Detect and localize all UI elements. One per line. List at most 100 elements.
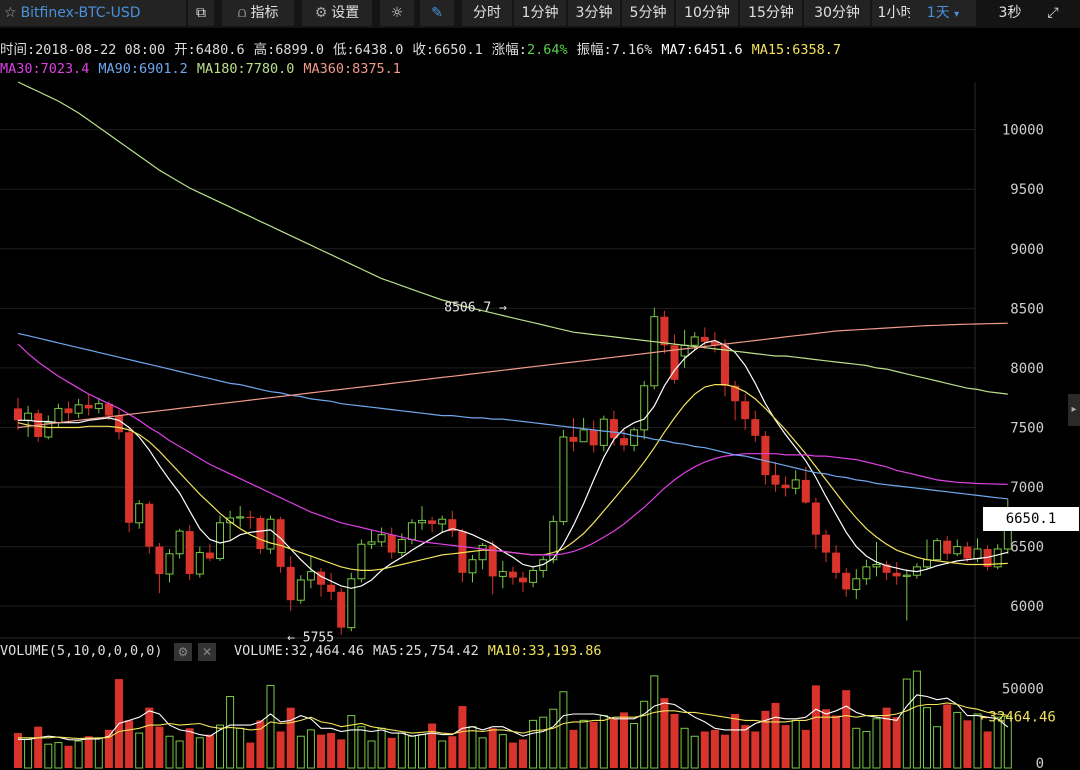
timeframe-1[interactable]: 1分钟: [514, 0, 566, 26]
candle-body-84: [862, 566, 871, 580]
volume-settings-button[interactable]: ⚙: [174, 643, 192, 661]
ma-line-ma360: [17, 322, 1008, 429]
volume-bar-87: [892, 717, 901, 768]
volume-bar-44: [458, 706, 467, 768]
volume-bar-1: [24, 738, 33, 769]
candle-body-40: [418, 519, 426, 524]
candle-body-49: [508, 571, 517, 578]
candle-body-25: [266, 518, 275, 550]
candle-body-13: [145, 503, 154, 547]
chevron-right-icon: ▸: [1071, 404, 1077, 415]
candle-body-19: [205, 552, 214, 559]
popout-button[interactable]: ⧉: [188, 0, 214, 26]
sun-icon: ☼: [390, 5, 404, 21]
info-time: 时间:2018-08-22 08:00: [0, 42, 166, 58]
volume-close-button[interactable]: ✕: [198, 643, 216, 661]
candle-body-21: [226, 517, 235, 524]
candle-body-75: [771, 475, 780, 485]
candle-body-80: [822, 534, 830, 553]
side-panel-toggle[interactable]: ▸: [1068, 394, 1080, 426]
toolbar: ☆ Bitfinex-BTC-USD ⧉ ⩍ 指标 ⚙ 设置 ☼ ✎ 分时 1分钟 3分钟…: [0, 0, 1080, 28]
volume-bar-72: [741, 725, 750, 768]
y-tick-1: 9500: [1010, 182, 1044, 198]
candle-body-22: [236, 516, 245, 519]
volume-bar-78: [801, 729, 810, 768]
settings-button[interactable]: ⚙ 设置: [302, 0, 372, 26]
candle-body-90: [923, 559, 931, 568]
candle-body-77: [791, 479, 800, 489]
timeframe-selected[interactable]: 1天 ▾: [910, 0, 976, 26]
volume-bar-64: [660, 698, 669, 768]
y-tick-3: 8500: [1010, 301, 1044, 317]
volume-bar-2: [34, 726, 43, 768]
candle-body-85: [872, 563, 881, 568]
candle-body-37: [387, 534, 396, 553]
volume-bar-84: [862, 730, 871, 769]
volume-bar-94: [963, 720, 972, 768]
volume-bar-71: [731, 714, 740, 768]
theme-toggle[interactable]: ☼: [380, 0, 414, 26]
candle-body-3: [44, 422, 53, 438]
candle-body-88: [902, 574, 911, 577]
timeframe-5[interactable]: 15分钟: [740, 0, 802, 26]
candle-body-28: [296, 579, 305, 601]
indicators-button[interactable]: ⩍ 指标: [222, 0, 294, 26]
volume-bar-92: [943, 704, 952, 768]
volume-bar-98: [1003, 715, 1012, 769]
volume-bar-25: [266, 684, 275, 769]
volume-bar-74: [761, 710, 770, 768]
volume-bar-50: [519, 739, 527, 768]
volume-bar-65: [670, 714, 679, 768]
volume-bar-86: [882, 707, 891, 768]
volume-tick-1: 0: [1036, 756, 1044, 770]
volume-bar-61: [630, 723, 639, 769]
candle-body-30: [317, 571, 325, 585]
volume-bar-24: [256, 720, 265, 768]
candle-body-92: [943, 540, 952, 554]
candle-body-59: [609, 419, 618, 439]
volume-bar-30: [317, 734, 325, 768]
volume-current: VOLUME:32,464.46: [234, 643, 365, 659]
volume-bar-41: [428, 723, 437, 768]
candle-body-64: [660, 316, 669, 346]
candle-body-61: [630, 429, 639, 446]
y-tick-4: 8000: [1010, 361, 1044, 377]
chart-icon: ⩍: [237, 5, 247, 21]
candle-body-67: [690, 336, 699, 346]
volume-bar-83: [852, 727, 861, 769]
star-icon[interactable]: ☆: [4, 5, 17, 21]
volume-bar-22: [236, 727, 245, 769]
timeframe-4[interactable]: 10分钟: [676, 0, 738, 26]
volume-bar-6: [74, 740, 83, 769]
volume-ma5: MA5:25,754.42: [373, 643, 479, 659]
volume-bar-97: [993, 716, 1002, 769]
candle-body-79: [811, 502, 820, 535]
timeframe-0[interactable]: 分时: [462, 0, 512, 26]
candle-body-12: [135, 503, 144, 524]
candle-body-11: [125, 432, 134, 523]
volume-bar-91: [933, 726, 942, 769]
timeframe-2[interactable]: 3分钟: [568, 0, 620, 26]
info-ma360: MA360:8375.1: [303, 61, 401, 77]
volume-bar-38: [397, 732, 406, 769]
fullscreen-button[interactable]: ⤢: [1040, 0, 1066, 26]
candle-body-4: [54, 407, 63, 424]
timeframe-3[interactable]: 5分钟: [622, 0, 674, 26]
volume-bar-5: [64, 745, 73, 768]
refresh-interval[interactable]: 3秒: [984, 0, 1036, 26]
close-icon: ✕: [201, 645, 213, 659]
volume-bar-0: [14, 733, 22, 768]
volume-bar-29: [306, 729, 315, 769]
info-change: 涨幅:2.64%: [492, 42, 568, 58]
draw-tool-button[interactable]: ✎: [420, 0, 454, 26]
ma-line-ma30: [17, 343, 1008, 556]
volume-bar-16: [175, 740, 184, 769]
volume-bar-20: [216, 724, 224, 769]
timeframe-6[interactable]: 30分钟: [804, 0, 870, 26]
ma-line-ma180: [17, 81, 1008, 395]
candle-body-6: [74, 404, 83, 414]
volume-bar-54: [559, 691, 568, 769]
symbol-selector[interactable]: ☆ Bitfinex-BTC-USD: [0, 0, 186, 26]
volume-title: VOLUME(5,10,0,0,0,0): [0, 643, 163, 659]
